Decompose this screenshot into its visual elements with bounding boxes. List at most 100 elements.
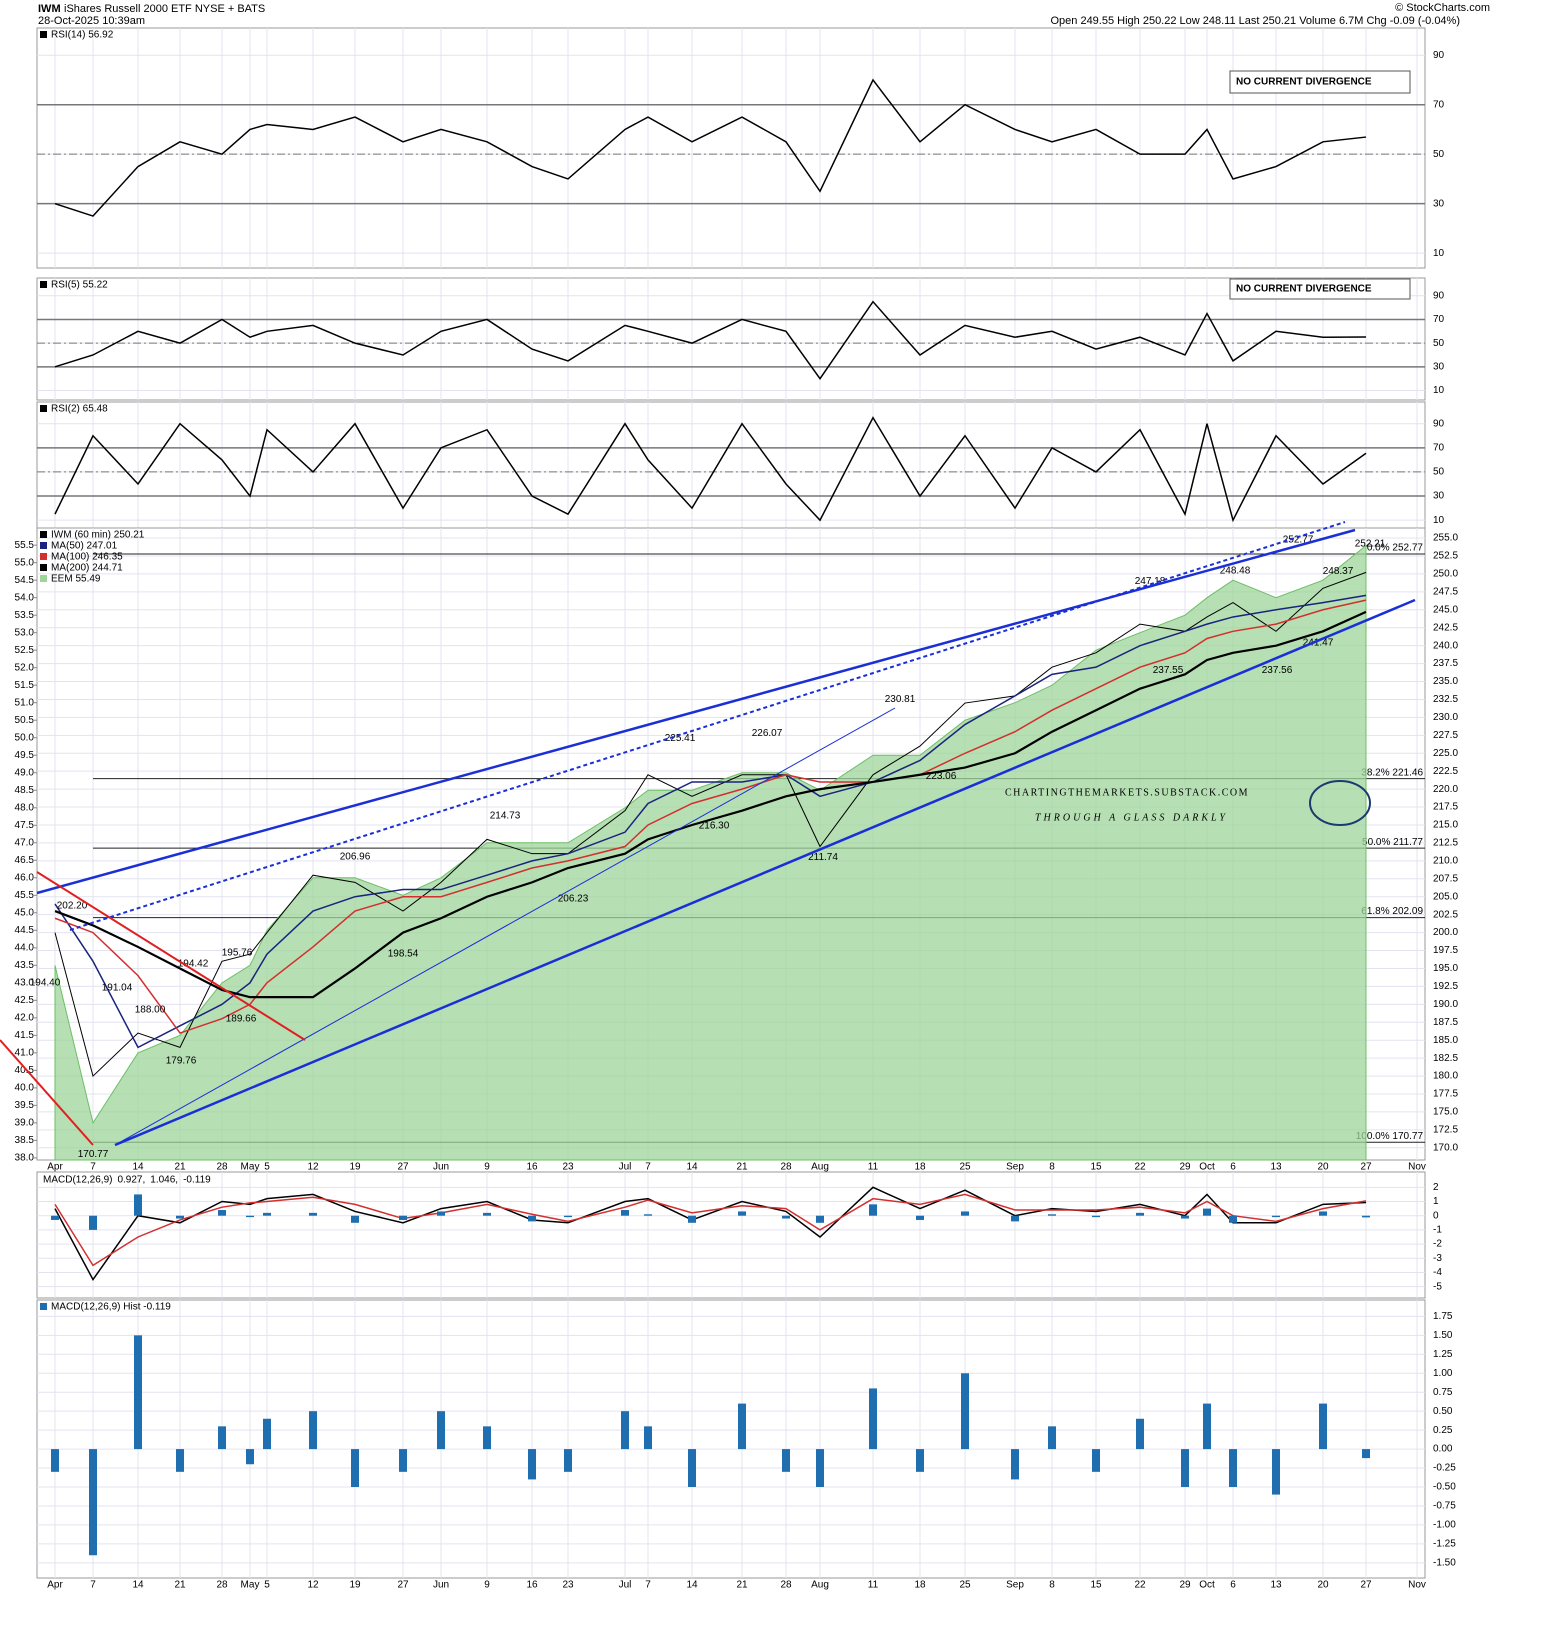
trendlines — [0, 521, 1416, 1147]
y-tick-label: 185.0 — [1433, 1035, 1458, 1046]
price-label: 241.47 — [1303, 638, 1334, 649]
bar — [309, 1212, 317, 1216]
y2-tick-label: 50.5 — [15, 715, 35, 726]
legend-entry: MA(100) 246.35 — [51, 552, 123, 563]
x-tick-label: 5 — [264, 1162, 270, 1173]
y-tick-label: 1.50 — [1433, 1330, 1453, 1341]
price-label: 198.54 — [388, 949, 419, 960]
price-label: 194.40 — [30, 977, 61, 988]
price-label: 237.55 — [1153, 665, 1184, 676]
legend-entry: IWM (60 min) 250.21 — [51, 530, 145, 541]
x-tick-label: 20 — [1317, 1580, 1329, 1591]
bar — [738, 1403, 746, 1450]
y2-tick-label: 40.0 — [15, 1083, 35, 1094]
x-tick-label: Nov — [1408, 1162, 1426, 1173]
y-tick-label: 250.0 — [1433, 569, 1458, 580]
fib-label: 61.8% 202.09 — [1361, 906, 1423, 917]
bar — [916, 1215, 924, 1220]
x-tick-label: May — [241, 1162, 260, 1173]
price-label: 223.06 — [926, 771, 957, 782]
y-tick-label: 180.0 — [1433, 1071, 1458, 1082]
y-tick-label: 0.50 — [1433, 1406, 1453, 1417]
price-label: 170.77 — [78, 1149, 109, 1160]
price-label: 248.48 — [1220, 565, 1251, 576]
panel-frame — [36, 27, 1426, 269]
bar — [218, 1210, 226, 1216]
price-label: 202.20 — [57, 900, 88, 911]
bar — [1229, 1215, 1237, 1223]
price-label: 179.76 — [166, 1055, 197, 1066]
bar — [738, 1211, 746, 1216]
bar — [437, 1211, 445, 1216]
y2-tick-label: 46.0 — [15, 872, 35, 883]
x-tick-label: 27 — [1360, 1162, 1372, 1173]
bar — [89, 1215, 97, 1230]
y-tick-label: 222.5 — [1433, 766, 1458, 777]
y2-tick-label: 39.5 — [15, 1100, 35, 1111]
x-tick-label: 7 — [90, 1162, 96, 1173]
trendline — [114, 598, 1416, 1147]
y-tick-label: 50 — [1433, 338, 1445, 349]
y-tick-label: 255.0 — [1433, 533, 1458, 544]
price-label: 230.81 — [885, 694, 916, 705]
legend-swatch — [40, 553, 47, 560]
y-tick-label: 10 — [1433, 385, 1445, 396]
x-tick-label: 29 — [1179, 1162, 1191, 1173]
source: © StockCharts.com — [1395, 2, 1490, 14]
trendline — [0, 1039, 94, 1146]
y2-tick-label: 47.0 — [15, 837, 35, 848]
x-tick-label: 18 — [914, 1162, 926, 1173]
note: NO CURRENT DIVERGENCE — [1236, 284, 1372, 295]
fib-label: 38.2% 221.46 — [1361, 767, 1423, 778]
y-tick-label: -4 — [1433, 1267, 1442, 1278]
watermark: CHARTINGTHEMARKETS.SUBSTACK.COM — [1005, 787, 1249, 798]
y-tick-label: 170.0 — [1433, 1142, 1458, 1153]
y2-tick-label: 50.0 — [15, 732, 35, 743]
line — [54, 571, 1367, 1078]
x-tick-label: 27 — [397, 1580, 409, 1591]
bar — [621, 1411, 629, 1450]
bar — [309, 1411, 317, 1450]
x-tick-label: 6 — [1230, 1162, 1236, 1173]
x-tick-label: 11 — [868, 1162, 879, 1173]
x-tick-label: 9 — [484, 1580, 490, 1591]
logo — [1309, 780, 1371, 826]
price-label: 194.42 — [178, 958, 209, 969]
bar — [1319, 1403, 1327, 1450]
y-tick-label: 197.5 — [1433, 945, 1458, 956]
legend-entry: EEM 55.49 — [51, 574, 101, 585]
line — [54, 300, 1367, 380]
y2-tick-label: 47.5 — [15, 820, 35, 831]
x-tick-label: 13 — [1270, 1580, 1282, 1591]
y-tick-label: 172.5 — [1433, 1125, 1458, 1136]
y-tick-label: -2 — [1433, 1239, 1442, 1250]
y2-tick-label: 52.5 — [15, 645, 35, 656]
bar — [869, 1204, 877, 1216]
x-tick-label: 19 — [349, 1580, 361, 1591]
y2-tick-label: 40.5 — [15, 1065, 35, 1076]
bar — [1181, 1215, 1189, 1219]
x-tick-label: Sep — [1006, 1580, 1024, 1591]
y-tick-label: 192.5 — [1433, 981, 1458, 992]
x-tick-label: 23 — [562, 1580, 574, 1591]
x-tick-label: 12 — [307, 1162, 319, 1173]
x-tick-label: 7 — [645, 1162, 651, 1173]
y2-tick-label: 38.5 — [15, 1135, 35, 1146]
bar — [1048, 1426, 1056, 1450]
y-tick-label: -1 — [1433, 1225, 1442, 1236]
y-tick-label: 232.5 — [1433, 694, 1458, 705]
y-tick-label: 247.5 — [1433, 586, 1458, 597]
y2-tick-label: 43.5 — [15, 960, 35, 971]
x-tick-label: May — [241, 1580, 260, 1591]
y-tick-label: 0 — [1433, 1210, 1439, 1221]
x-tick-label: 25 — [959, 1162, 971, 1173]
bar — [621, 1210, 629, 1216]
x-tick-label: 20 — [1317, 1162, 1329, 1173]
x-tick-label: 27 — [1360, 1580, 1372, 1591]
x-tick-label: 7 — [645, 1580, 651, 1591]
x-tick-label: 21 — [174, 1580, 186, 1591]
bar — [351, 1449, 359, 1488]
x-tick-label: Aug — [811, 1580, 829, 1591]
note-box — [1229, 70, 1411, 94]
